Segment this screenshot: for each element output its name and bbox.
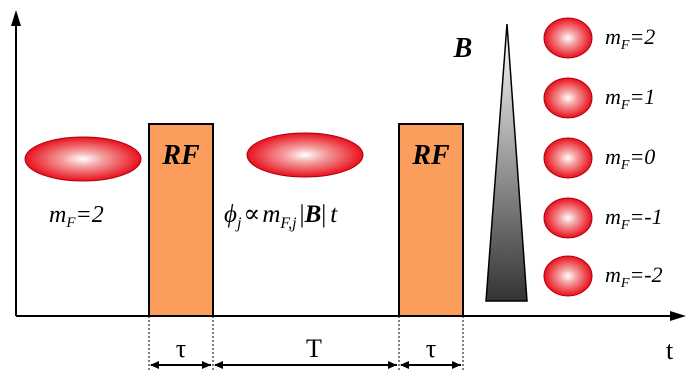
atom-ellipse-middle [246, 132, 364, 178]
state-label: mF=2 [605, 24, 655, 53]
field-gradient-wedge [485, 23, 528, 302]
atom-ellipse-state [543, 137, 593, 179]
atom-ellipse-state [543, 255, 593, 297]
left-atom-label: mF=2 [49, 202, 104, 231]
state-list: mF=2 mF=1 mF=0 mF=-1 mF=-2 [543, 17, 663, 297]
t-axis-label: t [666, 336, 674, 365]
atom-ellipse-state [543, 77, 593, 119]
phase-formula: ϕj∝mF,j |B| t [224, 201, 338, 232]
state-item: mF=1 [543, 77, 655, 119]
state-label: mF=0 [605, 144, 655, 173]
state-item: mF=-1 [543, 197, 663, 239]
state-label: mF=-1 [605, 204, 663, 233]
tau-label-1: τ [176, 334, 186, 363]
field-label: B [453, 33, 473, 64]
rf-pulse-1-label: RF [161, 140, 200, 171]
state-item: mF=0 [543, 137, 655, 179]
rf-pulse-2-label: RF [411, 140, 450, 171]
atom-ellipse-state [543, 17, 593, 59]
T-label: T [306, 334, 322, 363]
y-axis-arrowhead [11, 10, 21, 26]
state-item: mF=2 [543, 17, 655, 59]
rf-pulse-2 [398, 123, 464, 317]
state-label: mF=1 [605, 84, 655, 113]
tau-label-2: τ [426, 334, 436, 363]
atom-ellipse-initial [24, 136, 142, 182]
state-item: mF=-2 [543, 255, 663, 297]
state-label: mF=-2 [605, 262, 663, 291]
rf-pulse-1 [148, 123, 214, 317]
x-axis-arrowhead [670, 311, 686, 321]
atom-ellipse-state [543, 197, 593, 239]
